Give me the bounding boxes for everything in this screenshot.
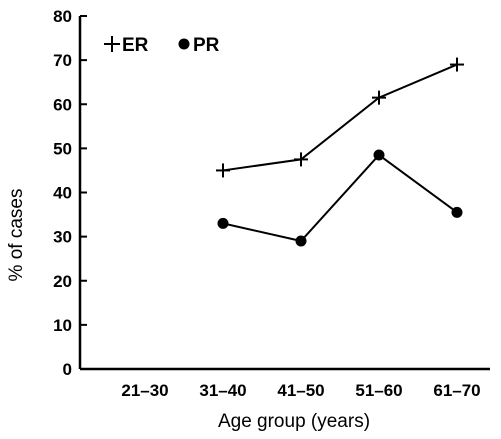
y-axis-ticks: 0 10 20 30 40 50 60 70 80 [53, 7, 87, 379]
legend-marker-er [104, 36, 120, 52]
series-er [216, 57, 464, 178]
data-point-pr [451, 206, 463, 218]
x-tick-label: 41–50 [277, 381, 324, 400]
legend-item-er: ER [104, 35, 149, 56]
y-axis-title: % of cases [6, 189, 27, 282]
x-axis-title: Age group (years) [218, 411, 370, 432]
data-point-er [294, 152, 308, 167]
y-tick-label: 10 [53, 316, 72, 335]
legend-label-er: ER [122, 35, 149, 56]
series-line-er [222, 63, 458, 172]
data-point-pr [295, 235, 307, 247]
legend-label-pr: PR [193, 35, 220, 56]
y-tick-label: 70 [53, 51, 72, 70]
series-layer [216, 57, 464, 247]
x-tick-label: 21–30 [121, 381, 168, 400]
y-tick-label: 60 [53, 95, 72, 114]
data-point-pr [217, 217, 229, 229]
y-tick-label: 50 [53, 139, 72, 158]
x-tick-label: 31–40 [199, 381, 246, 400]
y-tick-label: 40 [53, 184, 72, 203]
data-point-er [216, 163, 230, 178]
x-tick-label: 51–60 [355, 381, 402, 400]
series-line-pr [222, 153, 458, 243]
y-tick-label: 0 [63, 360, 72, 379]
x-axis-ticks: 21–30 31–40 41–50 51–60 61–70 [121, 381, 480, 400]
legend: ER PR [104, 35, 220, 56]
y-tick-label: 80 [53, 7, 72, 26]
x-tick-label: 61–70 [433, 381, 480, 400]
data-point-pr [373, 149, 385, 161]
data-point-er [372, 90, 386, 105]
legend-item-pr: PR [178, 35, 220, 56]
y-tick-label: 20 [53, 272, 72, 291]
series-pr [217, 149, 463, 247]
legend-marker-pr [178, 38, 190, 50]
y-tick-label: 30 [53, 228, 72, 247]
data-point-er [450, 57, 464, 72]
